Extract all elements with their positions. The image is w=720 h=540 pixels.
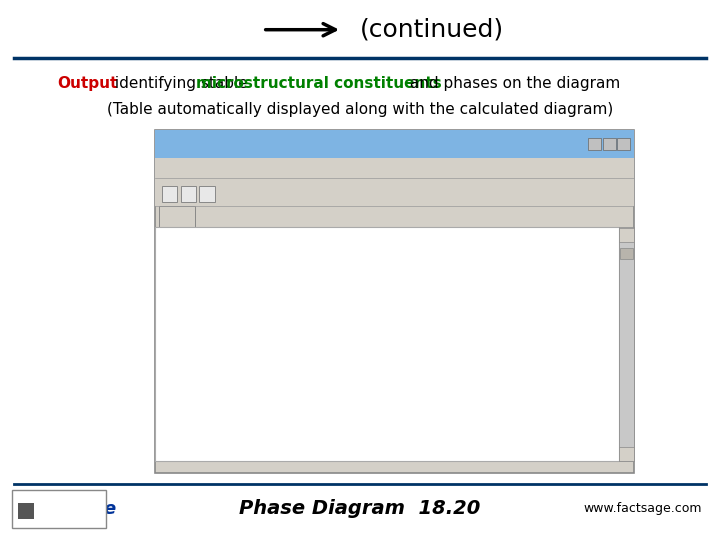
Text: ×: × <box>620 139 627 148</box>
Text: Labels - Molten Phase and Scheil Constituents:: Labels - Molten Phase and Scheil Constit… <box>162 260 386 269</box>
Text: Memo: Memo <box>162 212 192 221</box>
Text: Stable Phases:: Stable Phases: <box>162 450 230 458</box>
Text: www.factsage.com: www.factsage.com <box>583 502 702 515</box>
Text: (Table automatically displayed along with the calculated diagram): (Table automatically displayed along wit… <box>107 102 613 117</box>
Text: _: _ <box>593 139 597 148</box>
Text: f: f <box>22 504 30 519</box>
Text: A :  8              : FCC_A1: A : 8 : FCC_A1 <box>162 289 313 298</box>
Text: identifying stable: identifying stable <box>110 76 253 91</box>
Text: Output: Output <box>58 76 118 91</box>
Text: D :  2|6|7          : RHOMBOHEDRAL_A7 | AI2DI_C16 | AuBi2: D : 2|6|7 : RHOMBOHEDRAL_A7 | AI2DI_C16 … <box>162 333 454 342</box>
Text: C :  6+7            : AU2BI C15 + AU5B2: C : 6+7 : AU2BI C15 + AU5B2 <box>162 319 366 327</box>
Text: File  Edit: File Edit <box>163 163 207 173</box>
Text: Phase Diagram  18.20: Phase Diagram 18.20 <box>239 499 481 518</box>
Text: microstructural constituents: microstructural constituents <box>196 76 441 91</box>
Text: F :  2              : RHOMBOHEDRAL_A7: F : 2 : RHOMBOHEDRAL_A7 <box>162 362 357 371</box>
Text: and phases on the diagram: and phases on the diagram <box>405 76 620 91</box>
Text: ™: ™ <box>99 499 109 508</box>
Text: Scheil Phase Diagram: Scheil Phase Diagram <box>175 139 303 148</box>
Text: E :  7              : AU5B2: E : 7 : AU5B2 <box>162 348 308 356</box>
Text: L :  2              : LIQUID: L : 2 : LIQUID <box>162 275 313 284</box>
Text: ▲: ▲ <box>624 232 629 238</box>
Text: H :  2|6            : RHOMBOHEDRAL_A7 | AI2DI_C16: H : 2|6 : RHOMBOHEDRAL_A7 | AI2DI_C16 <box>162 392 415 400</box>
Text: ■: ■ <box>162 139 171 148</box>
Text: (continued): (continued) <box>360 18 504 42</box>
Text: ▼: ▼ <box>624 450 629 457</box>
Text: Sage: Sage <box>67 500 117 518</box>
Text: B :  2|7            : FCC_A1 | AuBi2: B : 2|7 : FCC_A1 | AuBi2 <box>162 304 352 313</box>
Text: □: □ <box>605 139 613 148</box>
Text: ----------------------------------------: ---------------------------------------- <box>162 231 357 240</box>
Text: G :  5+7            : RHOMBOHEDRAL_A7 + AU5B2: G : 5+7 : RHOMBOHEDRAL_A7 + AU5B2 <box>162 377 396 386</box>
Text: J :  6              : AU2BI C15: J : 6 : AU2BI C15 <box>162 406 328 415</box>
Text: K :  2|6            : FCC_A1 | AU2BI_C15: K : 2|6 : FCC_A1 | AU2BI_C15 <box>162 421 372 429</box>
Text: Fact: Fact <box>25 500 67 518</box>
